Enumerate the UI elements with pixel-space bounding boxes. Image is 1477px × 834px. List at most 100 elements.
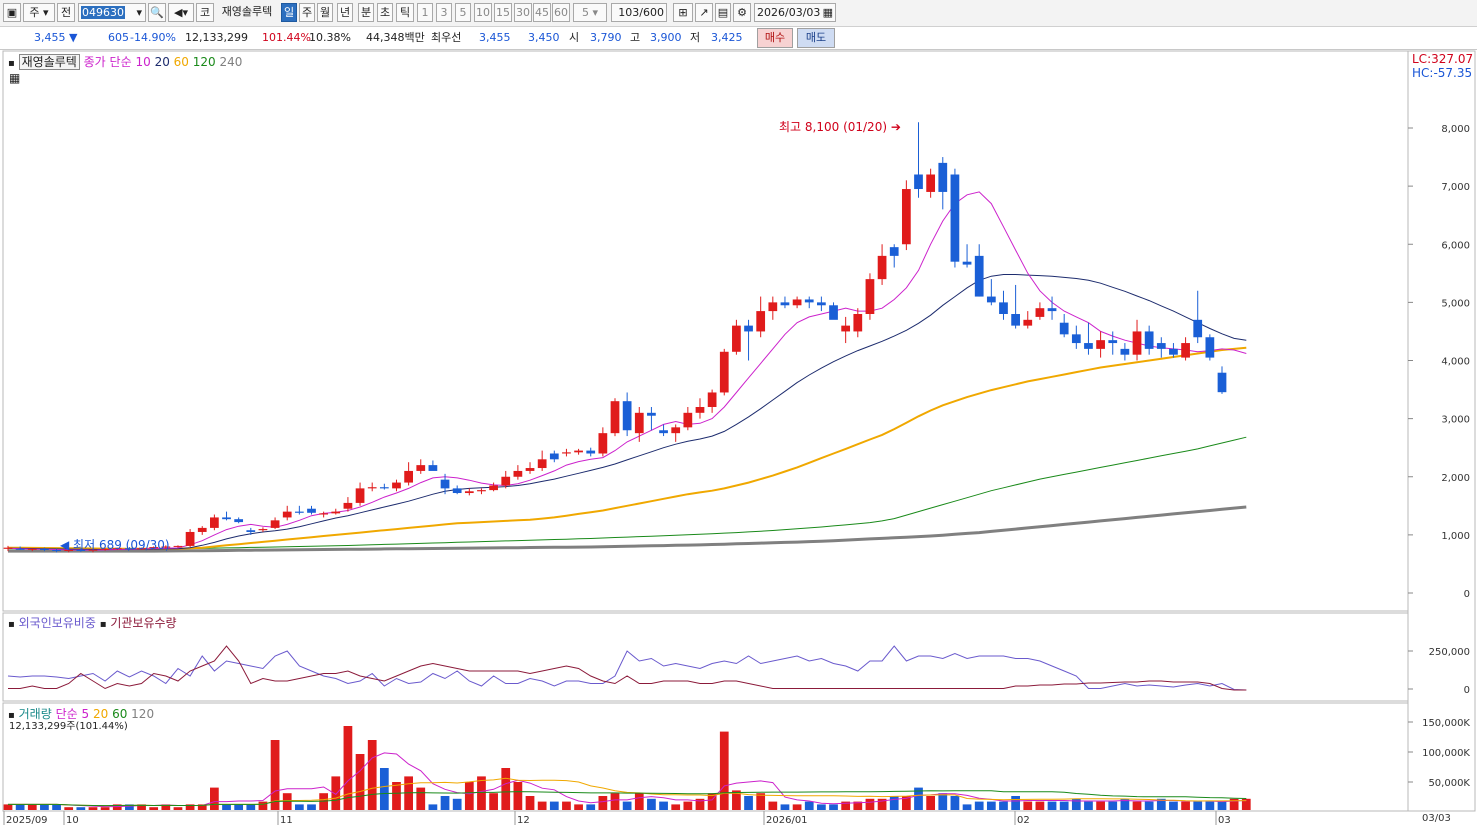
candle-body (1023, 319, 1033, 326)
volume-bar (719, 731, 729, 810)
turnover-rate: 10.38% (309, 31, 351, 44)
volume-bar (865, 798, 875, 810)
candle-body (974, 255, 984, 297)
volume-bar (88, 807, 98, 810)
candle-body (950, 174, 960, 262)
period-year[interactable]: 년 (337, 3, 353, 22)
candle-body (1096, 340, 1105, 349)
candle-body (647, 412, 656, 416)
candle-body (1035, 308, 1045, 317)
right-axis-frame (1407, 50, 1476, 812)
draw-icon[interactable]: ↗ (695, 3, 713, 22)
volume-bar (622, 801, 632, 810)
volume-panel-frame (2, 702, 1409, 812)
interval-30[interactable]: 30 (514, 3, 532, 22)
legend-stock-name[interactable]: 재영솔루텍 (18, 54, 80, 70)
save-icon[interactable]: ▤ (715, 3, 731, 22)
foreign-holding-line (7, 645, 1247, 691)
volume-bar (732, 790, 741, 810)
volume-bar (901, 796, 911, 810)
ma-line-ma5 (7, 191, 1247, 551)
stock-code-value: 049630 (81, 6, 125, 19)
grid-toggle-icon[interactable]: ▦ (9, 71, 21, 85)
prev-button[interactable]: 전 (57, 3, 75, 22)
speaker-icon[interactable]: ◀▾ (168, 3, 194, 22)
candle-body (707, 392, 717, 407)
interval-15[interactable]: 15 (494, 3, 512, 22)
legend-ma-240: 240 (219, 55, 243, 69)
period-tick[interactable]: 틱 (396, 3, 414, 22)
interval-60[interactable]: 60 (552, 3, 570, 22)
candle-body (452, 488, 462, 494)
volume-bar (768, 801, 778, 810)
legend-dot-icon: ▪ (8, 619, 15, 630)
period-month[interactable]: 월 (317, 3, 333, 22)
x-axis-label: 10 (66, 815, 79, 826)
volume-bar (1229, 798, 1239, 810)
legend-volume: 거래량 (18, 707, 52, 721)
volume-bar (562, 801, 571, 810)
period-second[interactable]: 초 (377, 3, 393, 22)
interval-45[interactable]: 45 (533, 3, 551, 22)
price-tick-label: 1,000 (1441, 531, 1470, 542)
volume-bar (185, 804, 195, 810)
interval-1[interactable]: 1 (417, 3, 433, 22)
candle-body (392, 482, 401, 489)
date-input[interactable]: 2026/03/03 ▦ (754, 3, 836, 22)
market-select[interactable]: 주 ▾ (23, 3, 55, 22)
window-icon[interactable]: ▣ (3, 3, 21, 22)
chart-tools-icon[interactable]: ⊞ (673, 3, 693, 22)
volume-bar (1059, 801, 1069, 810)
volume-bar (464, 782, 474, 810)
market-code-label[interactable]: 코 (196, 3, 214, 22)
stock-code-input[interactable]: 049630 ▾ (78, 3, 146, 22)
period-week[interactable]: 주 (299, 3, 315, 22)
stock-chart[interactable]: 250,000 0 150,000K 100,000K 50,000K 8,000 7,… (0, 50, 1477, 831)
volume-bar (962, 804, 972, 810)
interval-select[interactable]: 5 ▾ (573, 3, 607, 22)
volume-bar (137, 804, 146, 810)
volume-bar (1035, 801, 1045, 810)
volume-bar (1023, 801, 1033, 810)
calendar-icon[interactable]: ▦ (822, 6, 833, 19)
legend-vol-120: 120 (131, 707, 155, 721)
candle-body (962, 261, 972, 265)
chart-area[interactable]: 250,000 0 150,000K 100,000K 50,000K 8,000 7,… (0, 50, 1477, 831)
candle-body (634, 412, 644, 434)
candle-body (914, 174, 923, 190)
trade-amount: 44,348백만 (366, 31, 425, 44)
volume-bar (125, 804, 134, 810)
volume-ratio: 101.44% (262, 31, 311, 44)
trade-volume: 12,133,299 (185, 31, 248, 44)
volume-bar (149, 807, 159, 810)
best-bid: 3,450 (528, 31, 560, 44)
period-minute[interactable]: 분 (358, 3, 374, 22)
stock-name: 재영솔루텍 (221, 5, 273, 18)
settings-icon[interactable]: ⚙ (733, 3, 751, 22)
volume-bar (841, 801, 851, 810)
price-tick-label: 7,000 (1441, 182, 1470, 193)
count-input[interactable]: 103/600 (611, 3, 667, 22)
candle-body (1084, 343, 1093, 349)
volume-bar (331, 776, 341, 810)
search-icon[interactable]: 🔍 (148, 3, 166, 22)
volume-bar (428, 804, 438, 810)
candle-body (853, 314, 863, 332)
period-day[interactable]: 일 (281, 3, 297, 22)
sell-button[interactable]: 매도 (797, 28, 835, 48)
ma-line-ma120 (8, 505, 1247, 553)
volume-bar (40, 804, 49, 810)
interval-10[interactable]: 10 (474, 3, 492, 22)
candle-body (829, 305, 838, 320)
interval-5[interactable]: 5 (455, 3, 471, 22)
volume-bar (76, 807, 86, 810)
legend-ma-label: 종가 단순 (83, 55, 132, 69)
interval-3[interactable]: 3 (436, 3, 452, 22)
volume-bar (477, 776, 486, 810)
hc-value: HC:-57.35 (1412, 66, 1473, 80)
buy-button[interactable]: 매수 (757, 28, 793, 48)
open-label: 시 (569, 31, 580, 44)
volume-bar (634, 793, 644, 810)
candle-body (367, 487, 377, 489)
volume-bar (974, 801, 984, 810)
